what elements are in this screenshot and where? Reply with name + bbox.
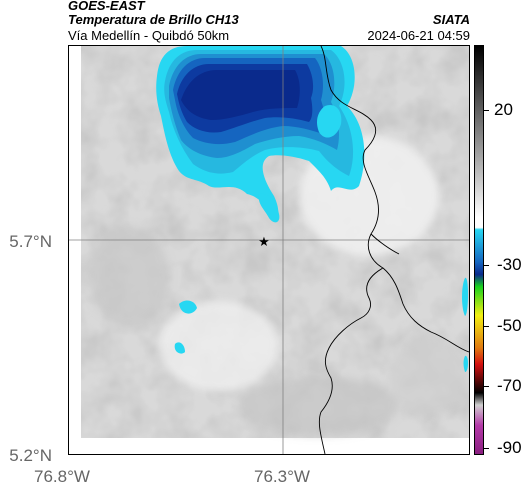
colorbar-gradient <box>475 46 483 454</box>
cold-cell-small-2 <box>174 342 185 354</box>
map-canvas: ★ <box>69 45 470 455</box>
product-title: Temperatura de Brillo CH13 <box>68 12 239 27</box>
colorbar-label: -70 <box>497 376 522 395</box>
map-subtitle: Vía Medellín - Quibdó 50km <box>68 28 230 43</box>
colorbar-label: -30 <box>497 255 522 274</box>
satellite-title: GOES-EAST <box>68 0 145 13</box>
colorbar-tick <box>484 448 489 449</box>
lat-label-5.2: 5.2°N <box>9 446 52 465</box>
location-marker-icon[interactable]: ★ <box>258 235 270 250</box>
timestamp-label: 2024-06-21 04:59 <box>367 28 470 43</box>
colorbar-tick <box>484 110 489 111</box>
colorbar-tick <box>484 265 489 266</box>
organization-label: SIATA <box>432 12 470 27</box>
cold-cell-small-1 <box>179 300 197 314</box>
cold-cell-edge-2 <box>463 355 468 372</box>
colorbar-tick <box>484 326 489 327</box>
lon-label-76.8: 76.8°W <box>34 467 90 486</box>
colorbar-label: 20 <box>494 100 513 119</box>
colorbar-label: -50 <box>497 316 522 335</box>
cold-cell-edge <box>462 277 468 316</box>
satellite-map[interactable]: ★ <box>68 45 470 455</box>
lat-label-5.7: 5.7°N <box>9 232 52 251</box>
colorbar <box>474 45 484 455</box>
border-line <box>318 45 470 455</box>
colorbar-tick <box>484 386 489 387</box>
grid-lines <box>69 46 469 454</box>
convective-cloud <box>156 46 468 372</box>
colorbar-label: -90 <box>497 438 522 457</box>
lon-label-76.3: 76.3°W <box>254 467 310 486</box>
